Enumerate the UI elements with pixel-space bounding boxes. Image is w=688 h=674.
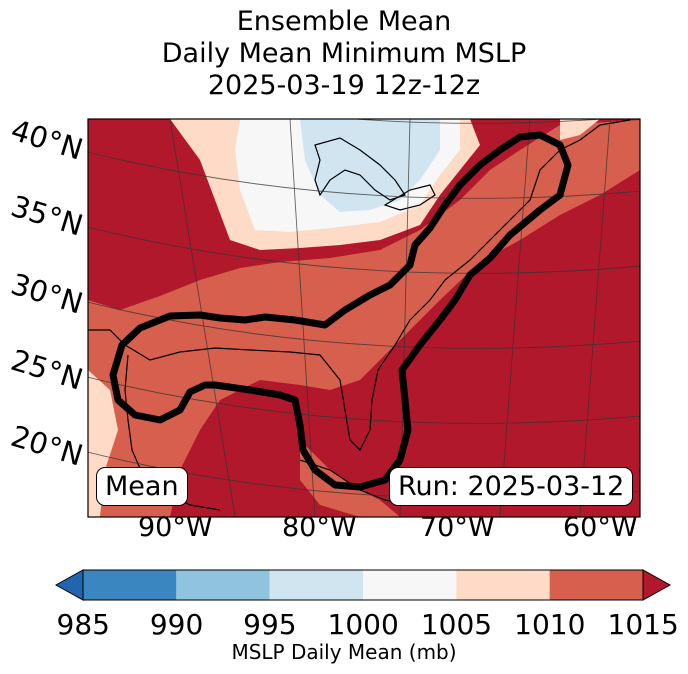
colorbar-tick-990: 990 xyxy=(149,608,204,641)
field-1005-south xyxy=(88,370,118,517)
colorbar-tick-1005: 1005 xyxy=(420,608,493,641)
ensemble-track-outline xyxy=(109,131,572,491)
colorbar-over-arrow xyxy=(642,569,672,601)
colorbar xyxy=(54,569,672,601)
graticule xyxy=(88,119,640,517)
colorbar-bin-990 xyxy=(176,570,270,600)
colorbar-bin-995 xyxy=(269,570,363,600)
lon-label-60w: 60°W xyxy=(563,512,638,543)
great-lakes xyxy=(314,137,436,211)
colorbar-tick-1015: 1015 xyxy=(607,608,679,641)
lon-label-70w: 70°W xyxy=(420,512,495,543)
colorbar-bin-985 xyxy=(83,570,177,600)
field-1010 xyxy=(88,120,640,517)
title-line-2: Daily Mean Minimum MSLP xyxy=(161,38,527,69)
map-figure xyxy=(87,118,641,518)
title-line-1: Ensemble Mean xyxy=(236,6,452,37)
field-995 xyxy=(300,119,440,212)
lon-label-80w: 80°W xyxy=(282,512,357,543)
colorbar-tick-985: 985 xyxy=(56,608,110,641)
mean-badge: Mean xyxy=(96,467,188,506)
field-1010-fl xyxy=(300,440,400,517)
title-line-3: 2025-03-19 12z-12z xyxy=(207,70,481,101)
field-1005-ne xyxy=(560,119,600,140)
colorbar-tick-995: 995 xyxy=(243,608,297,641)
colorbar-tick-1000: 1000 xyxy=(327,608,399,641)
colorbar-under-arrow xyxy=(54,569,84,601)
colorbar-tick-1010: 1010 xyxy=(514,608,586,641)
colorbar-title: MSLP Daily Mean (mb) xyxy=(231,640,457,664)
colorbar-bin-1000 xyxy=(363,570,457,600)
colorbar-bin-1005 xyxy=(456,570,550,600)
colorbar-bin-1010 xyxy=(549,570,643,600)
run-date-badge: Run: 2025-03-12 xyxy=(389,467,634,506)
lon-label-90w: 90°W xyxy=(138,512,213,543)
